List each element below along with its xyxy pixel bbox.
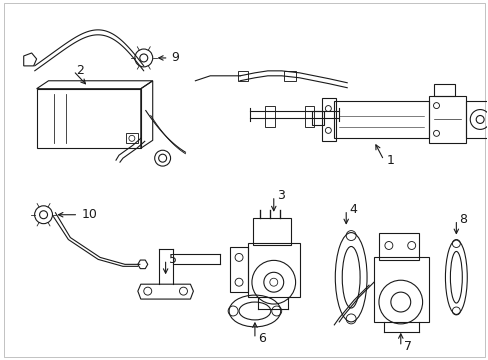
Bar [238,71,247,81]
Text: 4: 4 [348,203,356,216]
Bar [283,71,295,81]
Text: 10: 10 [81,208,97,221]
Bar [322,98,336,141]
Text: 2: 2 [76,64,84,77]
Bar [433,84,454,96]
Bar [252,218,290,246]
Bar [334,100,427,138]
Bar [378,233,418,260]
Bar [312,111,324,125]
Bar [126,133,138,143]
Bar [247,243,299,297]
Text: 7: 7 [403,340,411,353]
Text: 5: 5 [168,253,176,266]
Text: 8: 8 [458,213,467,226]
Bar [264,105,274,127]
Text: 6: 6 [257,332,265,345]
Bar [304,105,314,127]
Bar [373,257,427,322]
Bar [466,100,488,138]
Bar [427,96,466,143]
Text: 3: 3 [276,189,284,202]
Text: 9: 9 [171,51,179,64]
Text: 1: 1 [386,154,394,167]
